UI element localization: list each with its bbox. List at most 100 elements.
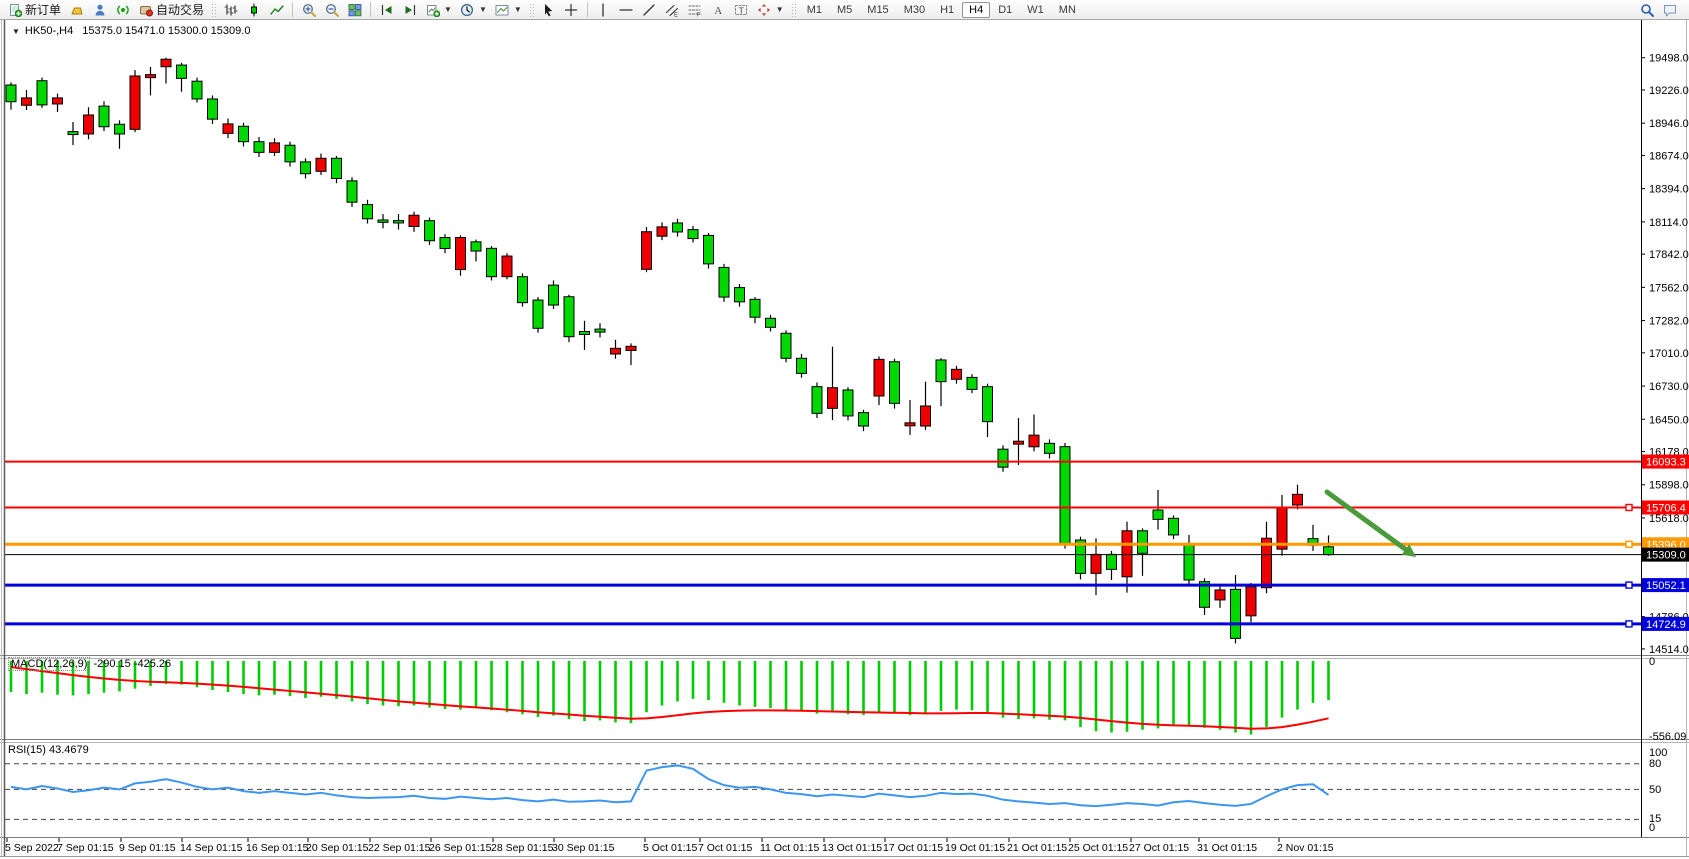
price-line-label-15706.4: 15706.4: [1642, 500, 1689, 515]
timeframe-M1[interactable]: M1: [806, 3, 822, 16]
crosshair-icon: [564, 2, 579, 17]
text-icon: A: [711, 2, 726, 17]
toolbar-drag-handle[interactable]: [211, 2, 217, 17]
candle-body: [300, 161, 311, 175]
candle-body: [1183, 543, 1195, 581]
hline-handle[interactable]: [1625, 540, 1633, 548]
auto-trading-button[interactable]: 自动交易: [135, 1, 207, 19]
candle-body: [470, 241, 482, 252]
horizontal-line-tool-button[interactable]: [616, 1, 637, 19]
trend-arrow[interactable]: [1324, 489, 1416, 557]
hline-handle[interactable]: [1625, 503, 1633, 512]
candle-body: [703, 234, 714, 265]
candle-body: [548, 284, 559, 306]
timeframe-M5[interactable]: M5: [837, 3, 853, 16]
date-tick-label: 28 Sep 01:15: [491, 842, 554, 854]
chevron-down-icon: ▼: [775, 5, 784, 14]
line-chart-mode-button[interactable]: [266, 1, 287, 19]
price-line-label-bg: [1642, 578, 1689, 593]
text-label-tool-button[interactable]: T: [731, 1, 752, 19]
new-chart-button[interactable]: ▼: [422, 1, 455, 19]
timeframe-MN[interactable]: MN: [1058, 3, 1076, 16]
fibonacci-icon: F: [688, 2, 703, 17]
price-line-label-text: 15052.1: [1646, 580, 1686, 592]
trendline-icon: [642, 2, 657, 17]
auto-scroll-button[interactable]: [376, 1, 397, 19]
timeframe-M15[interactable]: M15: [867, 3, 889, 16]
candle-body: [36, 80, 48, 106]
macd-name: MACD(12,26,9): [8, 657, 91, 671]
bar-chart-icon: [223, 2, 238, 17]
tile-windows-icon: [347, 2, 362, 17]
macd-axis-min: -556.09: [1649, 731, 1686, 743]
candle-body: [610, 347, 621, 355]
bar-chart-mode-button[interactable]: [220, 1, 241, 19]
trend-arrow-shaft[interactable]: [1324, 489, 1409, 552]
hline-handle[interactable]: [1625, 620, 1633, 628]
candle-body: [1214, 589, 1226, 601]
templates-button[interactable]: ▼: [492, 1, 525, 19]
toolbar-drag-handle[interactable]: [528, 2, 534, 17]
timeframe-M30[interactable]: M30: [903, 3, 926, 16]
channel-tool-button[interactable]: E: [662, 1, 683, 19]
trend-arrow-head[interactable]: [1401, 544, 1416, 557]
price-axis[interactable]: 19498.0 19226.0 18946.0 18674.0 18394.0 18114…: [1641, 53, 1689, 656]
clock-icon: [460, 2, 475, 17]
hline-handle[interactable]: [1625, 581, 1633, 589]
tile-windows-button[interactable]: [344, 1, 365, 19]
candle-body: [594, 328, 606, 333]
timeframe-H1[interactable]: H1: [940, 3, 955, 16]
search-icon[interactable]: [1639, 2, 1654, 17]
rsi-axis-label: 100: [1649, 747, 1667, 759]
zoom-out-button[interactable]: [321, 1, 342, 19]
timeframe-H4[interactable]: H4: [962, 1, 991, 18]
signals-button[interactable]: [112, 1, 133, 19]
candle-body: [1013, 440, 1024, 445]
toolbar-drag-handle[interactable]: [790, 2, 796, 17]
date-tick-label: 5 Oct 01:15: [643, 842, 697, 854]
new-chart-icon: [425, 2, 440, 17]
timeframe-W1[interactable]: W1: [1027, 3, 1044, 16]
candle-body: [1323, 546, 1334, 556]
date-tick-label: 14 Sep 01:15: [180, 842, 243, 854]
chart-title: ▼ HK50-,H4 15375.0 15471.0 15300.0 15309.0: [12, 25, 250, 37]
candle-body: [1090, 553, 1102, 574]
text-tool-button[interactable]: A: [708, 1, 729, 19]
fibonacci-tool-button[interactable]: F: [685, 1, 706, 19]
new-order-button[interactable]: 新订单: [4, 1, 64, 19]
svg-text:F: F: [697, 12, 701, 17]
price-tick-label: 19498.0: [1649, 53, 1689, 65]
gold-bar-button[interactable]: [66, 1, 87, 19]
candle-body: [98, 105, 110, 128]
horizontal-line-objects: [5, 460, 1641, 628]
candle-body: [1261, 537, 1272, 589]
trendline-tool-button[interactable]: [639, 1, 660, 19]
svg-text:T: T: [739, 5, 744, 15]
candle-body: [858, 412, 869, 427]
vertical-line-tool-button[interactable]: [593, 1, 614, 19]
candle-body: [114, 123, 125, 135]
periods-button[interactable]: ▼: [457, 1, 490, 19]
gold-bar-icon: [69, 2, 84, 17]
candle-body: [455, 237, 466, 271]
candle-body: [1168, 517, 1179, 536]
candle-body: [331, 157, 342, 179]
trader-profile-button[interactable]: [89, 1, 110, 19]
chart-shift-button[interactable]: [399, 1, 420, 19]
arrows-tool-button[interactable]: ▼: [754, 1, 787, 19]
candle-body: [145, 74, 156, 79]
chevron-down-icon[interactable]: ▼: [12, 27, 20, 36]
auto-scroll-icon: [379, 2, 394, 17]
candle-chart-mode-button[interactable]: [243, 1, 264, 19]
crosshair-tool-button[interactable]: [561, 1, 582, 19]
timeframe-D1[interactable]: D1: [998, 3, 1013, 16]
notifications-icon[interactable]: [1662, 2, 1677, 17]
zoom-out-icon: [324, 2, 339, 17]
cursor-tool-button[interactable]: [538, 1, 559, 19]
zoom-in-button[interactable]: [298, 1, 319, 19]
price-tick-label: 18674.0: [1649, 150, 1689, 162]
signal-icon: [115, 2, 130, 17]
svg-text:E: E: [674, 12, 678, 17]
